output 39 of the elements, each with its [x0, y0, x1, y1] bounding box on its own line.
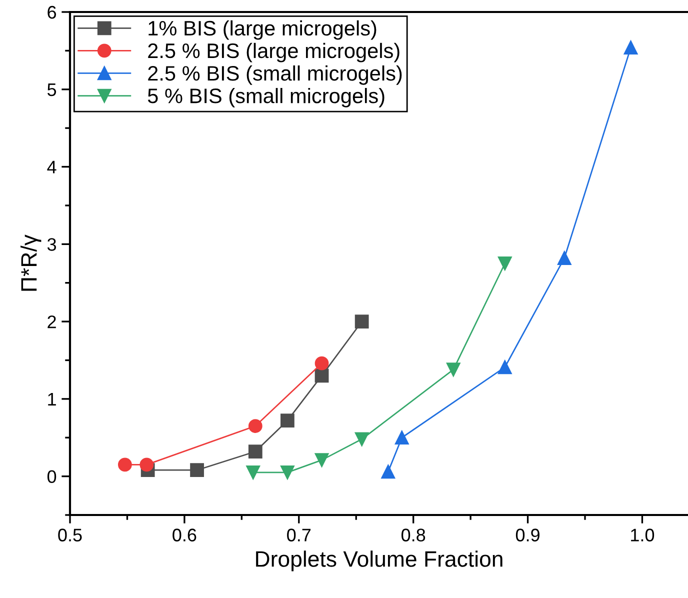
x-axis-title: Droplets Volume Fraction	[256, 550, 502, 572]
y-axis-title: Π*R/γ	[20, 234, 42, 291]
point	[280, 465, 294, 480]
x-tick-label: 1.0	[631, 528, 654, 542]
x-tick-label: 0.5	[58, 528, 82, 542]
legend-label: 1% BIS (large microgels)	[148, 20, 376, 40]
y-tick-label: 1	[48, 393, 56, 406]
point	[190, 463, 204, 478]
point	[624, 40, 638, 55]
x-tick-label: 0.7	[287, 528, 311, 542]
point	[248, 444, 262, 458]
y-tick-label: 2	[48, 315, 56, 328]
point	[498, 256, 512, 270]
y-tick-label: 3	[47, 238, 56, 251]
y-tick-label: 0	[47, 470, 56, 484]
y-tick-label: 5	[47, 84, 56, 96]
legend-label: 2.5 % BIS (large microgels)	[148, 42, 400, 62]
point	[314, 453, 329, 467]
point	[248, 419, 262, 433]
point	[246, 465, 260, 480]
point	[394, 430, 409, 445]
point	[140, 458, 154, 472]
point	[446, 362, 460, 376]
point	[557, 251, 572, 266]
legend-label: 2.5 % BIS (small microgels)	[148, 65, 402, 85]
point	[498, 360, 512, 374]
point	[314, 356, 329, 370]
point	[354, 432, 369, 446]
y-tick-label: 6	[48, 6, 56, 19]
point	[314, 368, 329, 383]
x-tick-label: 0.9	[516, 528, 540, 542]
y-tick-label: 4	[47, 160, 56, 174]
legend-label: 5 % BIS (small microgels)	[148, 88, 384, 108]
x-tick-label: 0.8	[401, 528, 426, 542]
point	[280, 414, 294, 428]
point	[118, 458, 132, 472]
point	[381, 464, 396, 479]
point	[354, 314, 369, 328]
x-tick-label: 0.6	[172, 528, 196, 542]
